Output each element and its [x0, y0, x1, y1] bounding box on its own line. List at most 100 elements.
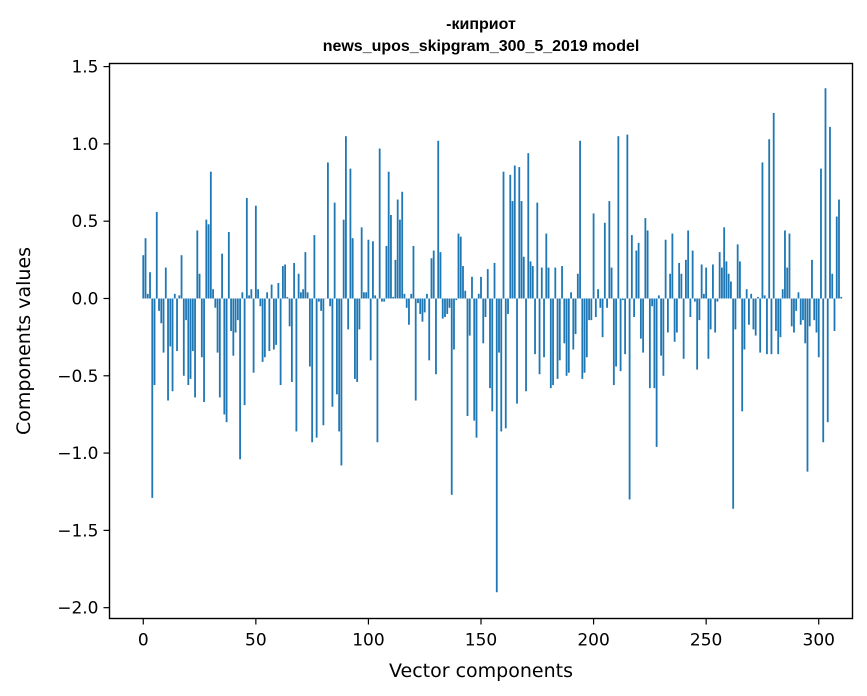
bar-100 — [367, 239, 370, 299]
y-axis-label: Components values — [13, 247, 35, 435]
bar-101 — [369, 298, 372, 361]
bar-123 — [419, 298, 422, 314]
bar-36 — [223, 298, 226, 415]
bar-265 — [739, 261, 741, 299]
bar-130 — [435, 298, 437, 375]
bar-132 — [439, 252, 442, 299]
bar-71 — [302, 289, 305, 299]
bar-138 — [453, 298, 455, 350]
bar-128 — [430, 258, 433, 299]
bar-194 — [579, 140, 581, 299]
bar-108 — [385, 245, 388, 299]
bar-11 — [167, 298, 169, 401]
bar-147 — [473, 298, 476, 421]
bar-283 — [779, 298, 782, 338]
bar-178 — [543, 298, 545, 358]
bar-270 — [750, 293, 753, 299]
bar-272 — [754, 298, 757, 336]
bar-142 — [462, 266, 464, 299]
bar-195 — [581, 298, 584, 379]
x-tick-label-100: 100 — [352, 631, 384, 651]
bar-239 — [680, 273, 683, 299]
bar-107 — [383, 298, 386, 302]
bar-124 — [421, 298, 424, 322]
bar-278 — [768, 139, 771, 299]
bar-104 — [376, 298, 379, 443]
bar-172 — [529, 261, 532, 299]
bar-139 — [455, 298, 458, 301]
bar-25 — [198, 273, 201, 299]
bar-258 — [723, 227, 726, 299]
bar-174 — [534, 298, 536, 355]
bar-37 — [225, 298, 228, 423]
bar-3 — [149, 272, 151, 299]
bar-38 — [227, 232, 230, 299]
bar-24 — [196, 230, 199, 299]
bar-306 — [831, 273, 834, 299]
bar-168 — [520, 201, 523, 299]
bar-39 — [230, 298, 232, 331]
bar-181 — [549, 298, 552, 389]
chart-title-line-1: -киприот — [446, 16, 516, 33]
bar-4 — [151, 298, 154, 498]
bar-30 — [209, 171, 212, 299]
chart-title-line-2: news_upos_skipgram_300_5_2019 model — [323, 38, 640, 55]
bar-266 — [741, 298, 744, 412]
bar-78 — [317, 298, 320, 302]
bar-22 — [191, 298, 194, 352]
bar-40 — [232, 298, 235, 356]
bar-19 — [185, 298, 187, 321]
bar-257 — [721, 267, 723, 299]
bar-112 — [394, 259, 397, 299]
bar-85 — [333, 202, 336, 299]
bar-149 — [477, 293, 480, 299]
bar-119 — [410, 293, 413, 299]
bar-127 — [428, 298, 431, 361]
bar-282 — [777, 298, 780, 355]
bar-171 — [527, 153, 530, 299]
bar-169 — [522, 256, 525, 299]
bar-294 — [804, 298, 807, 344]
bar-68 — [295, 298, 298, 432]
bar-284 — [781, 289, 784, 299]
y-tick-label-2: 0.5 — [71, 212, 98, 232]
bar-241 — [684, 259, 687, 299]
bar-155 — [491, 298, 494, 412]
y-tick-label-7: −2.0 — [57, 599, 98, 619]
bar-267 — [743, 298, 746, 350]
bar-295 — [806, 298, 809, 472]
bar-98 — [363, 292, 365, 299]
bar-293 — [802, 298, 804, 321]
bar-0 — [142, 255, 145, 299]
bar-76 — [313, 235, 316, 299]
bar-109 — [387, 171, 390, 299]
bar-234 — [669, 273, 672, 299]
bar-111 — [392, 296, 395, 299]
bar-279 — [770, 298, 773, 355]
bar-210 — [615, 298, 617, 367]
y-tick-label-6: −1.5 — [57, 521, 98, 541]
bar-33 — [216, 298, 219, 353]
bar-159 — [500, 298, 503, 432]
bar-246 — [696, 298, 699, 370]
bar-series — [142, 88, 843, 593]
bar-250 — [705, 267, 708, 299]
bar-217 — [630, 235, 633, 299]
bar-206 — [606, 298, 608, 308]
bar-177 — [540, 267, 543, 299]
bar-140 — [457, 233, 460, 299]
x-axis: 0 50 100 150 200 250 300 — [138, 618, 835, 651]
bar-199 — [590, 298, 593, 321]
bar-229 — [657, 295, 660, 299]
bar-70 — [299, 292, 302, 299]
bar-289 — [793, 298, 795, 333]
bar-150 — [480, 276, 482, 299]
bar-26 — [200, 298, 203, 358]
x-tick-label-50: 50 — [245, 631, 267, 651]
bar-58 — [272, 298, 275, 350]
bar-164 — [511, 201, 514, 299]
bar-309 — [838, 199, 840, 299]
bar-285 — [784, 230, 786, 299]
bar-196 — [583, 298, 586, 373]
x-tick-label-150: 150 — [465, 631, 497, 651]
